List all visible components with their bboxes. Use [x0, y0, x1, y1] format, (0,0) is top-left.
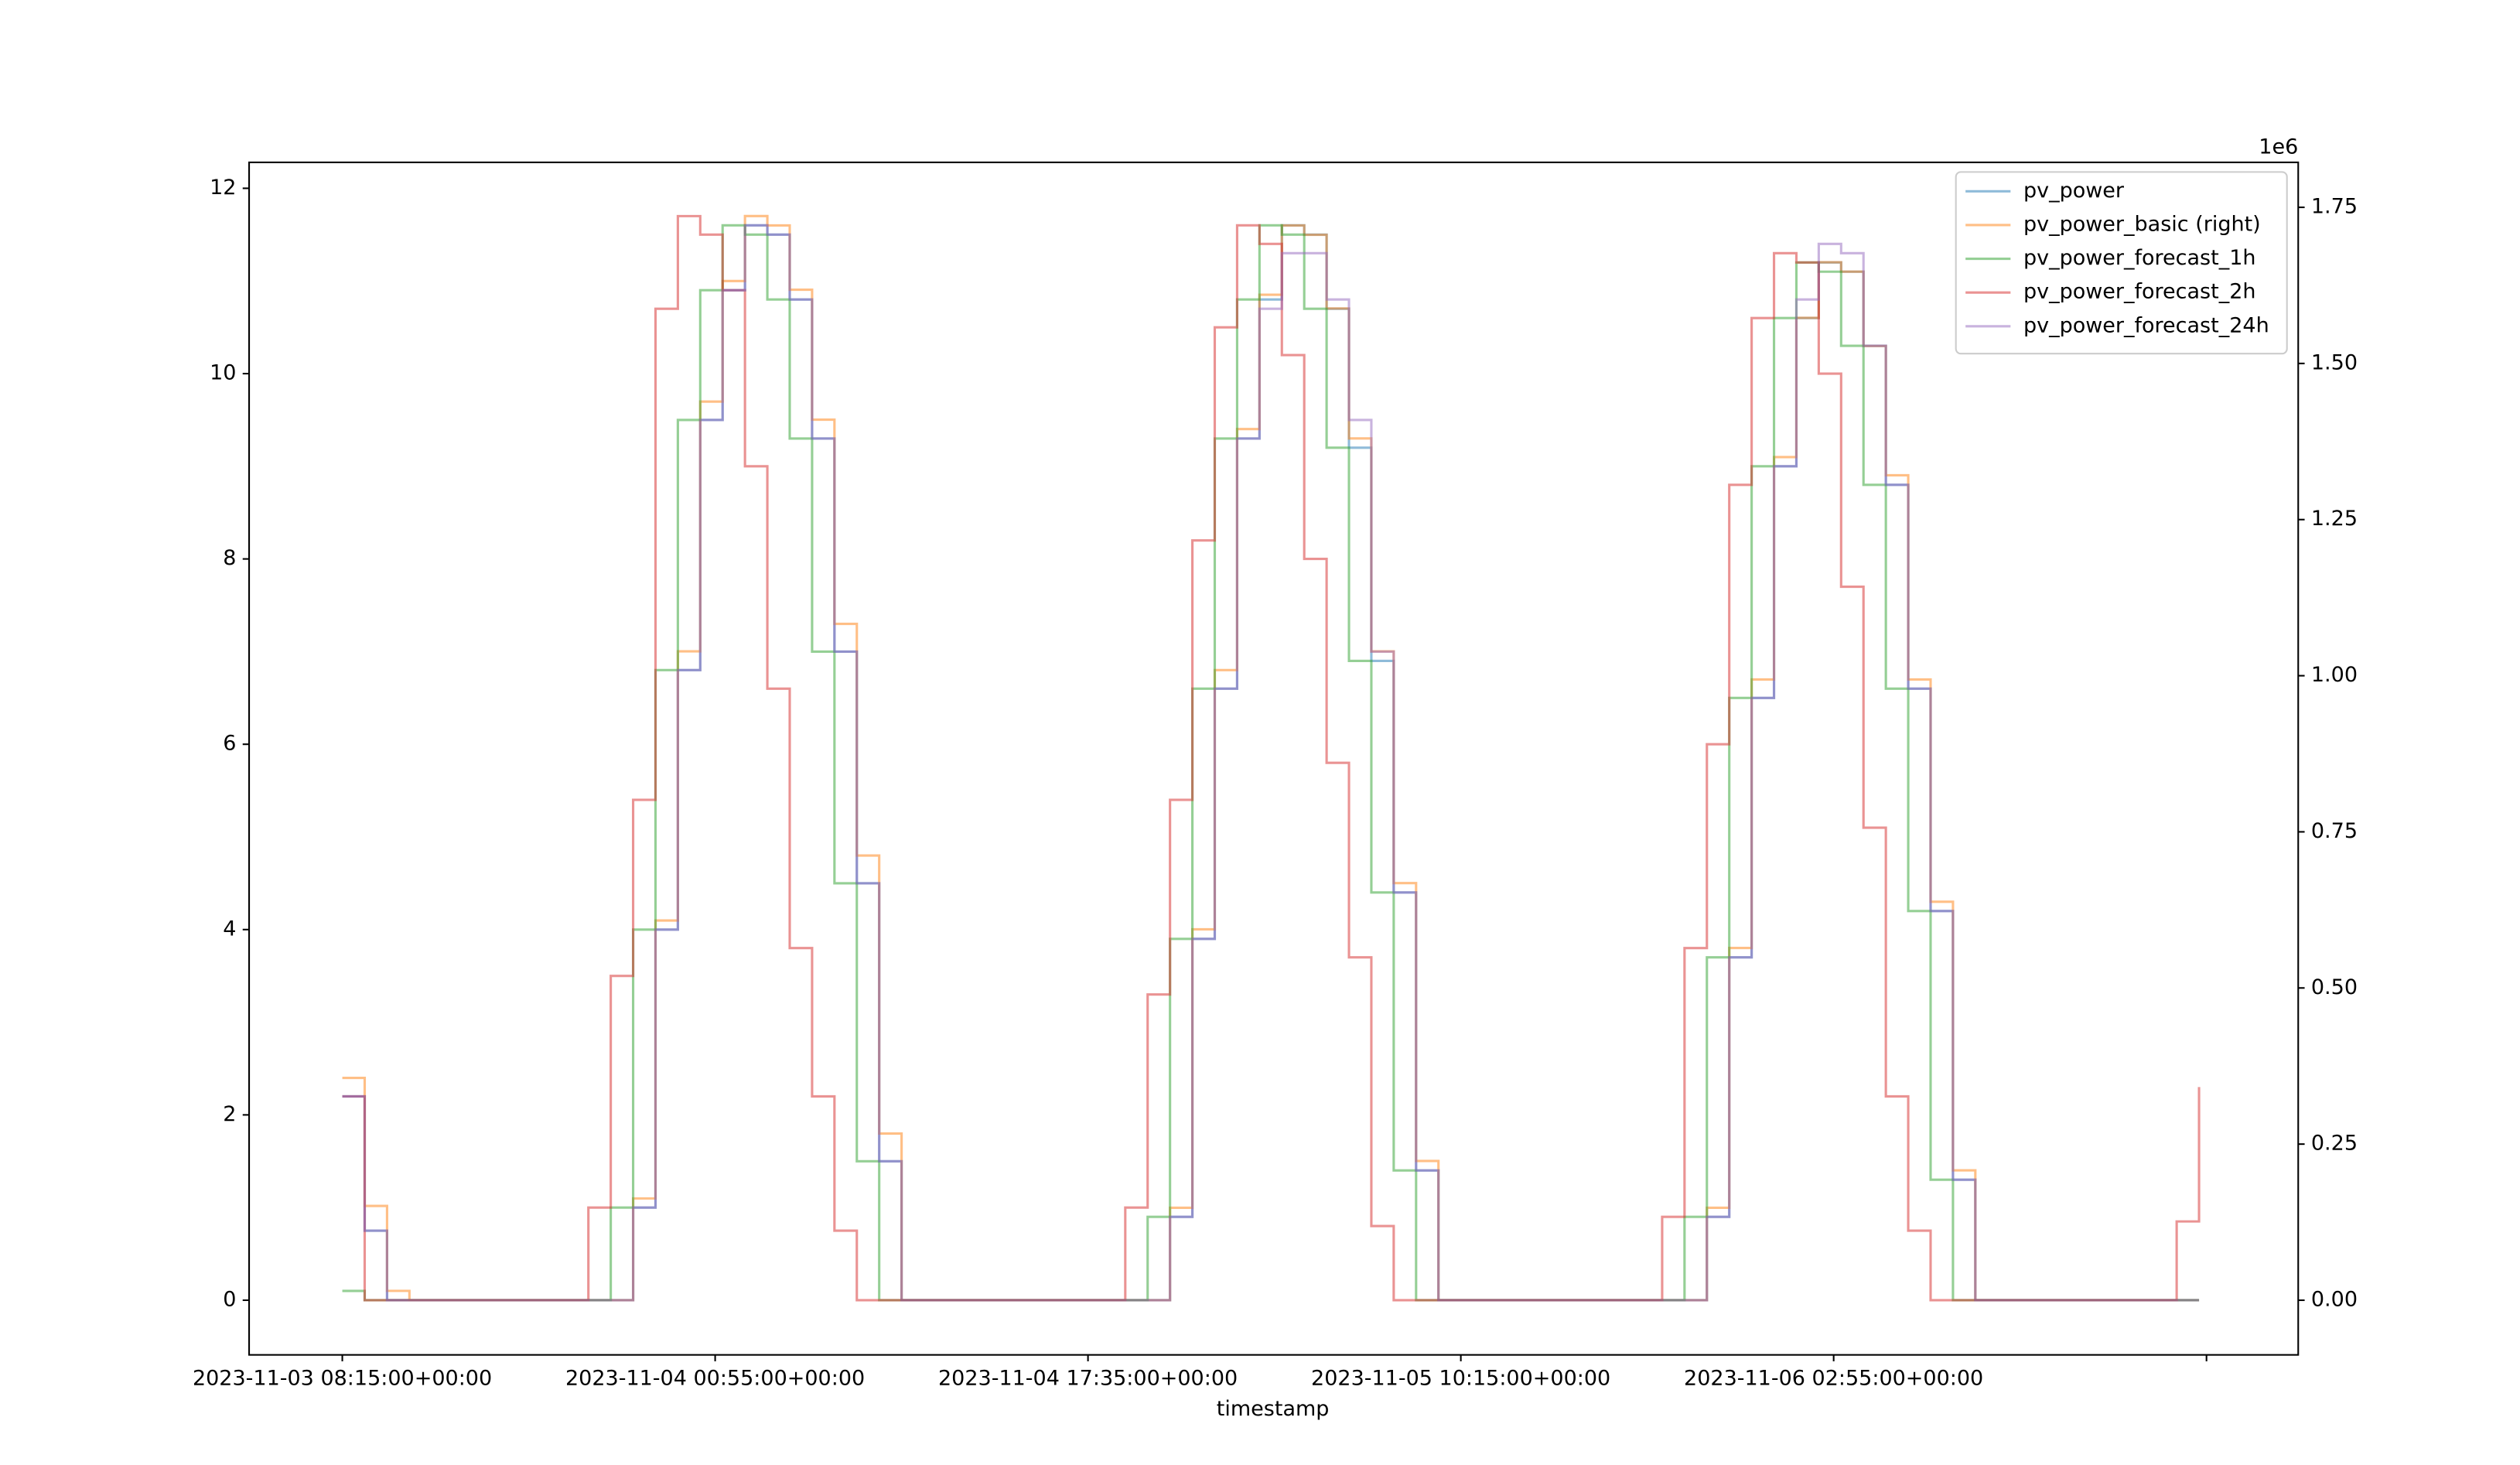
- x-tick-label: 2023-11-04 17:35:00+00:00: [938, 1366, 1238, 1390]
- axes-frame: [248, 161, 2300, 1356]
- y2-offset-label: 1e6: [2259, 135, 2298, 159]
- x-tick-label: 2023-11-03 08:15:00+00:00: [193, 1366, 492, 1390]
- series-line: [342, 224, 2200, 1302]
- y-tick-label: 0: [223, 1287, 236, 1311]
- legend-label: pv_power_forecast_1h: [2023, 246, 2256, 270]
- y2-tick-label: 0.75: [2311, 819, 2358, 843]
- legend-label: pv_power_forecast_2h: [2023, 280, 2256, 304]
- legend-label: pv_power_forecast_24h: [2023, 313, 2269, 337]
- x-axis-label: timestamp: [1217, 1397, 1330, 1421]
- y-tick-label: 2: [223, 1102, 236, 1126]
- y2-tick-label: 0.50: [2311, 975, 2358, 999]
- y-tick-label: 6: [223, 732, 236, 756]
- y2-tick-label: 1.00: [2311, 663, 2358, 687]
- y2-tick-label: 1.50: [2311, 350, 2358, 374]
- y2-tick-label: 0.25: [2311, 1132, 2358, 1156]
- y2-tick-label: 0.00: [2311, 1287, 2358, 1311]
- y-tick-label: 4: [223, 917, 236, 941]
- legend-box: [1955, 171, 2288, 355]
- y2-tick-label: 1.75: [2311, 195, 2358, 219]
- legend-label: pv_power: [2023, 179, 2125, 203]
- series-line: [342, 224, 2200, 1302]
- y-tick-label: 12: [210, 176, 236, 200]
- series-line: [342, 214, 2201, 1302]
- plot-area: [342, 214, 2201, 1302]
- x-tick-label: 2023-11-05 10:15:00+00:00: [1311, 1366, 1610, 1390]
- legend-label: pv_power_basic (right): [2023, 212, 2261, 236]
- y2-tick-label: 1.25: [2311, 507, 2358, 531]
- y-tick-label: 10: [210, 361, 236, 385]
- x-tick-label: 2023-11-06 02:55:00+00:00: [1684, 1366, 1983, 1390]
- x-tick-label: 2023-11-04 00:55:00+00:00: [565, 1366, 865, 1390]
- y-tick-label: 8: [223, 546, 236, 570]
